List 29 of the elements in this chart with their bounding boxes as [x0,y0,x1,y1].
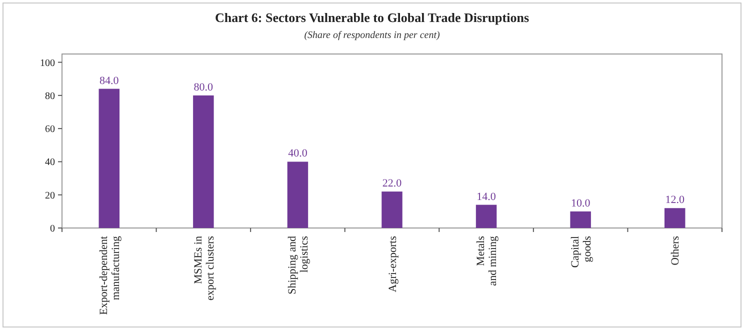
y-tick-label: 20 [45,190,55,202]
data-label: 80.0 [194,81,214,94]
x-tick-label: Shipping and logistics [286,236,311,294]
data-label: 12.0 [665,194,685,206]
data-label: 10.0 [570,197,591,210]
bar [382,192,402,228]
y-tick-label: 60 [45,124,55,136]
data-label: 14.0 [476,190,496,203]
y-tick-label: 80 [45,90,55,102]
x-tick-label: Metals and mining [475,236,500,286]
bar [570,211,591,228]
data-label: 84.0 [100,74,120,87]
bar [98,88,120,228]
bar [287,162,308,228]
y-tick-label: 100 [40,58,55,69]
data-label: 22.0 [382,178,402,190]
x-tick-label: Capital goods [569,236,594,268]
bar [664,208,686,228]
x-tick-label: Agri-exports [386,236,399,292]
x-tick-label: Others [670,236,682,266]
y-tick-label: 0 [50,224,55,234]
x-tick-label: Export-dependent manufacturing [98,236,122,315]
chart-title: Chart 6: Sectors Vulnerable to Global Trade Disruptions [214,10,530,25]
x-tick-label: MSMEs in export clusters [192,236,216,300]
chart-subtitle: (Share of respondents in per cent) [304,30,440,41]
data-label: 40.0 [288,148,308,160]
bar [476,204,497,228]
y-tick-label: 40 [45,157,55,168]
bar [193,95,214,228]
